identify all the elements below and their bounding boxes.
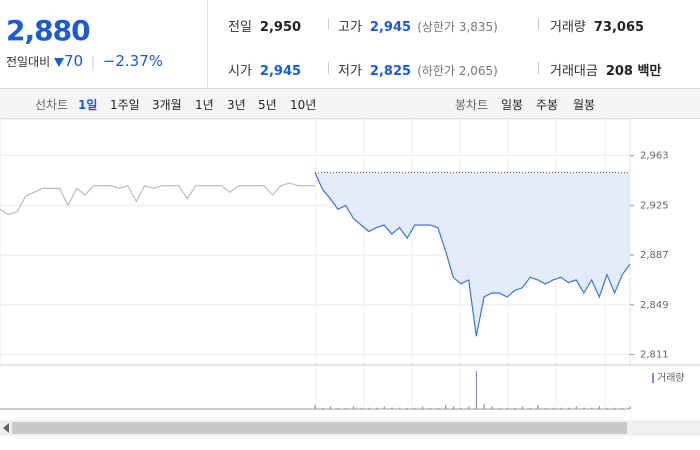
period-tab[interactable]: 3개월 — [152, 98, 182, 112]
volume-bar — [391, 407, 393, 409]
price-line — [314, 172, 631, 337]
volume-bar — [429, 407, 431, 409]
volume-bar — [399, 407, 401, 409]
price-box: 2,880 전일대비 70 | −2.37% — [0, 0, 208, 88]
scroll-left[interactable] — [2, 423, 10, 433]
volume-bar — [445, 405, 447, 409]
volume-bar — [606, 407, 608, 409]
volume-bar — [468, 406, 470, 409]
stat-note: (상한가 3,835) — [417, 20, 498, 34]
volume-bar — [560, 407, 562, 409]
stat-value: 73,065 — [593, 20, 645, 35]
volume-bar — [514, 407, 516, 409]
y-tick-label: 2,925 — [640, 200, 669, 211]
volume-legend: 거래량 — [657, 372, 685, 384]
volume-bar — [437, 407, 439, 409]
down-icon — [54, 58, 64, 67]
volume-bar — [614, 407, 616, 409]
chart: 2,963 2,925 2,887 2,849 2,811 거래량 — [0, 119, 700, 410]
stat: 고가 2,945 (상한가 3,835) — [338, 16, 498, 35]
volume-bar — [537, 405, 539, 409]
stat-value: 2,825 — [369, 64, 412, 79]
y-tick-label: 2,887 — [640, 250, 669, 261]
volume-bar — [544, 407, 547, 409]
volume-bar — [552, 407, 554, 409]
volume-legend-icon — [652, 373, 654, 383]
candle-tab[interactable]: 일봉 — [501, 98, 524, 112]
period-tab[interactable]: 10년 — [290, 98, 317, 112]
candle-tab[interactable]: 월봉 — [573, 98, 596, 112]
period-tab[interactable]: 3년 — [227, 98, 246, 112]
stat: 저가 2,825 (하한가 2,065) — [338, 60, 498, 79]
change-value: 70 — [64, 52, 84, 70]
volume-bar — [368, 407, 370, 409]
volume-bar — [598, 406, 600, 409]
area-fill — [315, 172, 630, 337]
y-tick-label: 2,963 — [640, 151, 669, 162]
volume-bar — [591, 407, 593, 409]
volume-bar — [491, 406, 493, 409]
stat-label: 시가 — [228, 64, 252, 79]
stat-label: 저가 — [338, 64, 362, 79]
candle-tab[interactable]: 주봉 — [536, 98, 559, 112]
volume-bar — [329, 406, 332, 409]
stat-label: 전일 — [228, 20, 252, 35]
volume-bar — [583, 407, 585, 409]
change-rate: −2.37% — [102, 52, 164, 70]
change-label: 전일대비 — [6, 55, 51, 69]
volume-bar — [452, 406, 454, 409]
volume-bar — [498, 407, 501, 409]
change-row: 전일대비 70 | −2.37% — [6, 52, 164, 70]
stat-value: 2,950 — [259, 20, 302, 35]
tab-bar: 선차트 1일 1주일 3개월 1년 3년 5년 10년 봉차트 일봉 주봉 월봉 — [0, 89, 700, 119]
volume-bar — [322, 407, 324, 409]
volume-bar — [422, 406, 424, 409]
volume-bar — [568, 407, 570, 409]
period-tab[interactable]: 1주일 — [110, 98, 140, 112]
stat: 거래대금 208 백만 — [550, 60, 661, 79]
volume-bar — [506, 407, 508, 409]
scroll-thumb[interactable] — [12, 422, 627, 434]
volume-bar — [314, 405, 316, 409]
period-tab[interactable]: 1년 — [195, 98, 214, 112]
volume-bar — [375, 407, 378, 409]
stat-label: 고가 — [338, 20, 362, 35]
stat-value: 208 백만 — [605, 64, 662, 79]
tab-group-label: 선차트 — [35, 98, 69, 112]
volume-bar — [575, 406, 577, 409]
volume-bar — [529, 407, 531, 409]
period-tab[interactable]: 1일 — [78, 98, 98, 112]
stat: 거래량 73,065 — [550, 16, 644, 35]
volume-bar — [360, 407, 362, 409]
volume-bar — [521, 406, 524, 409]
volume-bar — [383, 406, 385, 409]
volume-bar — [621, 407, 624, 409]
y-tick-label: 2,811 — [640, 350, 669, 361]
stat-value: 2,945 — [369, 20, 412, 35]
volume-bar — [345, 407, 347, 409]
tab-group-label: 봉차트 — [455, 98, 489, 112]
volume-bar — [629, 406, 631, 409]
volume-bar — [483, 403, 485, 409]
volume-bar — [406, 407, 408, 409]
stat-label: 거래량 — [550, 20, 586, 35]
y-tick-label: 2,849 — [640, 300, 669, 311]
volume-bar — [414, 407, 416, 409]
volume-bar — [352, 406, 355, 409]
volume-bar — [475, 371, 478, 409]
stat: 시가 2,945 — [228, 60, 301, 79]
stat-label: 거래대금 — [550, 64, 598, 79]
stat-note: (하한가 2,065) — [417, 64, 498, 78]
scrollbar[interactable] — [0, 420, 700, 436]
stat-value: 2,945 — [259, 64, 302, 79]
volume-bar — [337, 407, 339, 409]
price-line — [0, 182, 315, 216]
volume-bar — [460, 407, 462, 409]
current-price: 2,880 — [6, 14, 91, 47]
quote-header: 2,880 전일대비 70 | −2.37% 전일 2,950 고가 2,945 (… — [0, 0, 700, 89]
period-tab[interactable]: 5년 — [258, 98, 277, 112]
stat: 전일 2,950 — [228, 16, 301, 35]
